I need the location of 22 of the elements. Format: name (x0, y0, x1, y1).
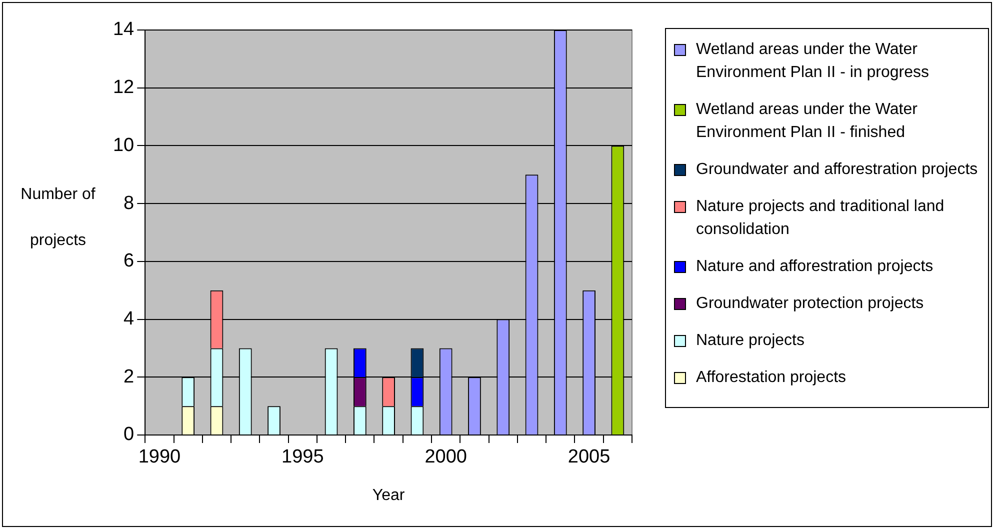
y-tick-label: 6 (124, 250, 134, 272)
y-tick-label: 14 (112, 19, 135, 40)
y-tick-label: 2 (124, 366, 134, 388)
y-tick-label: 8 (124, 192, 134, 214)
legend-label: Nature projects and traditional land consolidation (696, 197, 946, 240)
x-tick-label: 1990 (138, 446, 181, 468)
legend-label: Nature projects (696, 331, 804, 351)
legend-label: Wetland areas under the Water Environment Plan II - finished (696, 100, 918, 143)
y-tick-label: 0 (124, 424, 134, 446)
y-tick-label: 12 (112, 77, 134, 98)
x-tick-label: 2005 (568, 446, 610, 468)
x-axis-title: Year (372, 486, 406, 504)
legend-label: Wetland areas under the Water Environment Plan II - in progress (696, 40, 930, 83)
y-tick-label: 4 (124, 308, 135, 330)
x-tick-label: 1995 (282, 446, 324, 468)
legend-label: Groundwater protection projects (696, 294, 924, 314)
y-tick-label: 10 (112, 134, 134, 156)
text: Number of projects (20, 186, 96, 249)
legend-label: Afforestation projects (696, 368, 846, 388)
x-tick-label: 2000 (424, 446, 467, 468)
legend-label: Nature and afforestration projects (696, 257, 934, 277)
legend-label: Groundwater and afforestration projects (696, 160, 978, 180)
